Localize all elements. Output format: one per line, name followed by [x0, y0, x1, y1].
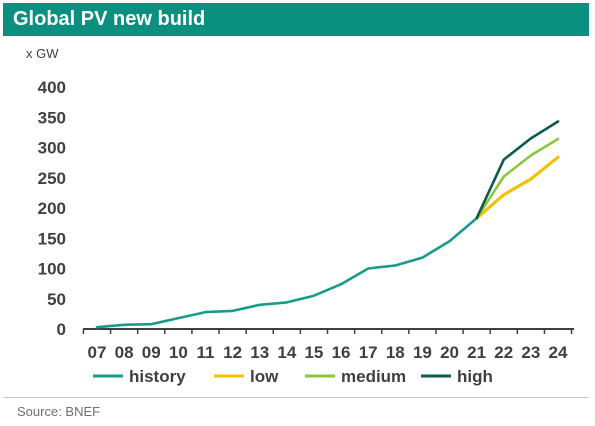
x-tick-label: 20	[440, 343, 459, 362]
y-tick-label: 250	[38, 169, 66, 188]
x-tick-label: 24	[549, 343, 568, 362]
y-tick-label: 350	[38, 108, 66, 127]
y-tick-label: 200	[38, 199, 66, 218]
x-tick-label: 13	[250, 343, 269, 362]
x-tick-label: 19	[413, 343, 432, 362]
x-tick-label: 09	[142, 343, 161, 362]
legend-label-medium: medium	[341, 367, 406, 386]
x-tick-label: 22	[494, 343, 513, 362]
y-tick-label: 100	[38, 260, 66, 279]
x-tick-label: 18	[386, 343, 405, 362]
x-tick-label: 16	[332, 343, 351, 362]
series-line-medium	[475, 137, 560, 220]
chart-title: Global PV new build	[13, 8, 206, 30]
y-tick-label: 150	[38, 229, 66, 248]
x-tick-label: 15	[304, 343, 323, 362]
title-bar: Global PV new build	[3, 3, 589, 36]
x-tick-label: 11	[196, 343, 214, 362]
x-tick-label: 23	[521, 343, 540, 362]
x-tick-label: 21	[467, 343, 486, 362]
legend-label-history: history	[129, 367, 186, 386]
y-tick-label: 300	[38, 139, 66, 158]
x-tick-label: 14	[277, 343, 296, 362]
x-tick-label: 10	[169, 343, 188, 362]
x-tick-label: 07	[88, 343, 107, 362]
series-line-high	[475, 120, 560, 220]
series-line-low	[475, 155, 560, 220]
source-note: Source: BNEF	[17, 404, 101, 419]
y-tick-label: 0	[57, 320, 66, 339]
legend-label-high: high	[457, 367, 493, 386]
series-line-history	[95, 217, 478, 329]
source-divider	[3, 397, 589, 398]
y-tick-label: 50	[47, 290, 66, 309]
x-tick-label: 12	[223, 343, 242, 362]
y-axis-unit-label: x GW	[26, 46, 59, 61]
legend-label-low: low	[250, 367, 279, 386]
x-tick-label: 08	[115, 343, 134, 362]
y-tick-label: 400	[38, 78, 66, 97]
x-tick-label: 17	[359, 343, 378, 362]
